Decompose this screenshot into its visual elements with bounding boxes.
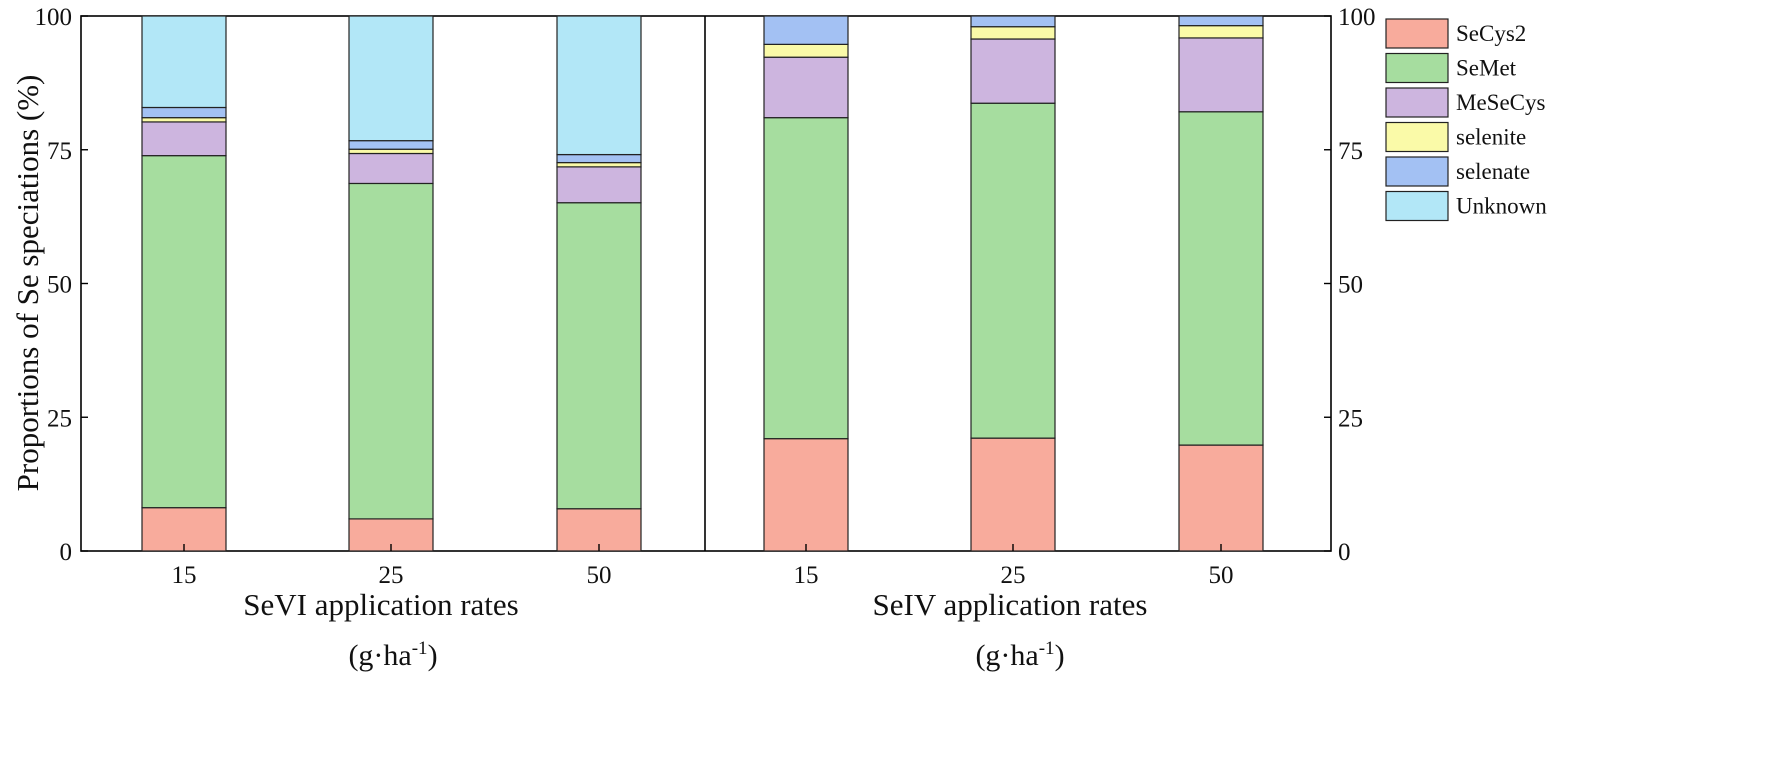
legend-swatch-secys2 xyxy=(1385,18,1449,49)
legend-swatch-selenite xyxy=(1385,121,1449,153)
group-label-seiv: SeIV application rates xyxy=(873,587,1148,622)
bars-layer xyxy=(141,15,1264,552)
bar-segment-unknown xyxy=(348,15,434,142)
y-tick-label-left: 0 xyxy=(60,539,73,566)
bar-segment-mesecys xyxy=(763,56,849,119)
unit-label-seiv: (g·ha-1) xyxy=(975,638,1064,672)
legend-label-semet: SeMet xyxy=(1456,56,1517,81)
bar-segment-mesecys xyxy=(970,38,1056,104)
x-tick-label: 15 xyxy=(794,562,819,589)
bar-segment-secys2 xyxy=(1178,444,1264,552)
legend-swatch-mesecys xyxy=(1385,87,1449,118)
bar-segment-semet xyxy=(1178,111,1264,446)
legend-label-secys2: SeCys2 xyxy=(1456,21,1526,46)
legend-label-selenate: selenate xyxy=(1456,159,1530,184)
x-tick-label: 25 xyxy=(1001,562,1026,589)
bar-segment-unknown xyxy=(556,15,642,156)
bar-segment-semet xyxy=(348,182,434,520)
bar-segment-semet xyxy=(141,155,227,509)
unit-label-close: ) xyxy=(428,639,438,672)
unit-label-superscript: -1 xyxy=(1039,638,1055,659)
bar-segment-selenate xyxy=(763,15,849,45)
x-tick-label: 25 xyxy=(379,562,404,589)
x-tick-label: 50 xyxy=(587,562,612,589)
legend-swatch-semet xyxy=(1385,52,1449,84)
bar-segment-mesecys xyxy=(348,152,434,185)
y-tick-label-left: 75 xyxy=(47,138,72,165)
bar-segment-mesecys xyxy=(141,121,227,157)
legend-label-unknown: Unknown xyxy=(1456,194,1547,219)
legend-swatch-selenate xyxy=(1385,156,1449,187)
unit-label-text: (g·ha xyxy=(348,639,411,672)
legend-swatch-unknown xyxy=(1385,190,1449,222)
bar-segment-selenite xyxy=(141,117,227,123)
axes-layer: 15 25 50 15 25 50 0 0 25 25 50 50 75 75 100 100 xyxy=(35,4,1376,589)
bar-segment-mesecys xyxy=(556,166,642,204)
bar-segment-selenite xyxy=(556,161,642,168)
bar-segment-selenate xyxy=(348,140,434,150)
y-tick-label-left: 50 xyxy=(47,272,72,299)
bar-segment-selenate xyxy=(1178,15,1264,27)
group-label-sevi: SeVI application rates xyxy=(243,587,518,622)
bar-segment-secys2 xyxy=(763,438,849,552)
legend-label-selenite: selenite xyxy=(1456,125,1526,150)
y-tick-label-right: 75 xyxy=(1338,138,1363,165)
y-tick-label-right: 100 xyxy=(1338,4,1376,31)
x-tick-label: 50 xyxy=(1209,562,1234,589)
bar-segment-selenite xyxy=(970,26,1056,40)
bar-segment-selenite xyxy=(1178,25,1264,39)
legend-label-mesecys: MeSeCys xyxy=(1456,90,1546,115)
y-tick-label-right: 25 xyxy=(1338,405,1363,432)
y-tick-label-right: 0 xyxy=(1338,539,1351,566)
bar-segment-mesecys xyxy=(1178,37,1264,113)
plot-frame xyxy=(80,15,1332,552)
unit-label-close: ) xyxy=(1055,639,1065,672)
legend: SeCys2 SeMet MeSeCys selenite selenate Unknow… xyxy=(1385,18,1547,222)
bar-segment-selenite xyxy=(348,148,434,155)
bar-segment-semet xyxy=(970,102,1056,439)
bar-segment-semet xyxy=(556,202,642,510)
x-tick-label: 15 xyxy=(172,562,197,589)
y-tick-label-right: 50 xyxy=(1338,272,1363,299)
unit-label-text: (g·ha xyxy=(975,639,1038,672)
bar-segment-unknown xyxy=(141,15,227,109)
y-tick-label-left: 25 xyxy=(47,405,72,432)
y-tick-label-left: 100 xyxy=(35,4,73,31)
bar-segment-selenate xyxy=(970,15,1056,28)
bar-segment-secys2 xyxy=(970,437,1056,552)
bar-segment-semet xyxy=(763,117,849,440)
y-axis-title: Proportions of Se speciations (%) xyxy=(10,75,45,492)
unit-label-sevi: (g·ha-1) xyxy=(348,638,437,672)
bar-segment-selenate xyxy=(141,106,227,119)
unit-label-superscript: -1 xyxy=(412,638,428,659)
bar-segment-selenite xyxy=(763,43,849,58)
bar-segment-selenate xyxy=(556,153,642,164)
